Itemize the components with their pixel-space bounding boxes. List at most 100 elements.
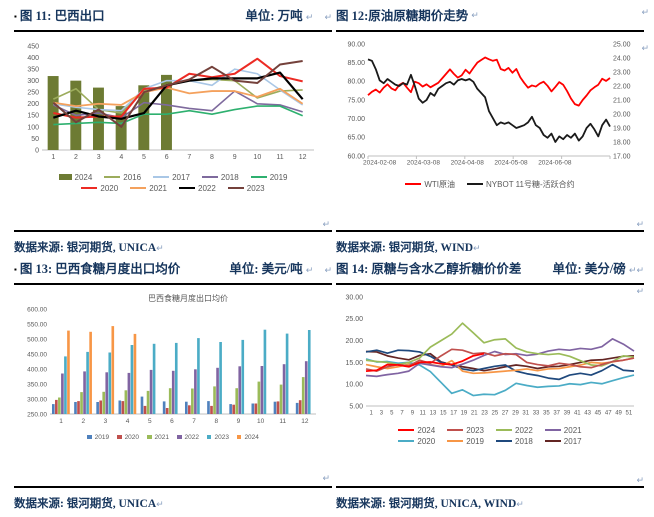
legend-item: 2024 <box>398 426 435 435</box>
figure-12-title: 图 12:原油原糖期价走势 <box>336 9 469 23</box>
chart-legend-row: WTI原油 NYBOT 11号糖-活跃合约 <box>336 179 644 190</box>
legend-item: 2024 <box>236 434 259 441</box>
chart-legend-row: 2024 2023 2022 2021 <box>336 426 644 435</box>
svg-text:600.00: 600.00 <box>27 306 47 313</box>
svg-text:550.00: 550.00 <box>27 321 47 328</box>
paragraph-mark: ↵ <box>156 244 164 254</box>
paragraph-mark: ↵ <box>641 44 649 54</box>
svg-text:1: 1 <box>59 418 63 425</box>
svg-text:2024-05-08: 2024-05-08 <box>494 159 528 166</box>
svg-text:25: 25 <box>492 410 499 416</box>
svg-text:24.00: 24.00 <box>613 55 631 62</box>
legend-item: 2021 <box>147 434 169 441</box>
legend-swatch-icon <box>467 182 484 186</box>
svg-text:1: 1 <box>51 154 55 161</box>
svg-text:20.00: 20.00 <box>613 111 631 118</box>
legend-swatch-icon <box>179 186 195 190</box>
paragraph-mark: ↵ <box>322 474 330 484</box>
svg-text:300.00: 300.00 <box>27 396 47 403</box>
svg-text:17.00: 17.00 <box>613 153 631 160</box>
paragraph-mark: ↵ <box>636 476 644 486</box>
svg-text:150: 150 <box>27 112 39 119</box>
svg-text:49: 49 <box>615 410 622 416</box>
svg-text:0: 0 <box>35 147 39 154</box>
paragraph-mark: ↵ <box>322 220 330 230</box>
crude-oil-raw-sugar-chart: 60.00 65.00 70.00 75.00 80.00 85.00 90.00 17.00… <box>347 41 631 166</box>
svg-text:21.00: 21.00 <box>613 97 631 104</box>
brazil-sugar-monthly-export-price-chart: 250.00 300.00 350.00 400.00 450.00 500.00 550.… <box>27 306 316 425</box>
legend-swatch-icon <box>87 434 92 440</box>
legend-item: WTI原油 <box>405 179 455 190</box>
source-text: 数据来源: 银河期货, UNICA, WIND <box>336 498 517 510</box>
svg-text:5: 5 <box>390 410 394 416</box>
chart-legend-row: 2020 2019 2018 2017 <box>336 437 644 446</box>
legend-swatch-icon <box>147 434 152 440</box>
legend-item: 2021 <box>130 184 167 193</box>
svg-text:4: 4 <box>119 154 123 161</box>
source-text: 数据来源: 银河期货, WIND <box>336 242 474 254</box>
svg-text:29: 29 <box>512 410 519 416</box>
legend-swatch-icon <box>405 182 422 186</box>
paragraph-mark: ↵ <box>636 286 644 297</box>
svg-text:250.00: 250.00 <box>27 411 47 418</box>
sugar-export-price-chart: 巴西食糖月度出口均价 ↵ 250.00 300.00 350.00 400.00 450… <box>14 285 332 486</box>
svg-text:50: 50 <box>31 135 39 142</box>
svg-text:400: 400 <box>27 55 39 62</box>
svg-text:6: 6 <box>170 418 174 425</box>
legend-swatch-icon <box>201 175 218 179</box>
legend-swatch-icon <box>447 439 464 443</box>
brazil-export-chart: ↵ 0 50 100 150 200 250 300 350 400 450 1 2 3 4 5 6 7 8 9 10… <box>14 32 332 230</box>
svg-text:2: 2 <box>81 418 85 425</box>
legend-swatch-icon <box>130 186 147 190</box>
svg-text:18.00: 18.00 <box>613 139 631 146</box>
legend-swatch-icon <box>236 434 242 440</box>
svg-text:100: 100 <box>27 124 39 131</box>
legend-swatch-icon <box>177 434 182 440</box>
svg-text:45: 45 <box>595 410 602 416</box>
svg-text:41: 41 <box>574 410 581 416</box>
figure-11-panel: ▪ 图 11: 巴西出口 单位: 万吨 ↵ ↵ ↵ 0 50 100 150 200 25… <box>14 6 332 255</box>
svg-text:23: 23 <box>481 410 488 416</box>
legend-swatch-icon <box>104 175 121 179</box>
svg-text:47: 47 <box>605 410 612 416</box>
legend-item: NYBOT 11号糖-活跃合约 <box>467 179 575 190</box>
legend-swatch-icon <box>81 186 98 190</box>
svg-text:15: 15 <box>440 410 447 416</box>
square-bullet-icon: ▪ <box>14 11 17 21</box>
svg-text:39: 39 <box>564 410 571 416</box>
sugar-ethanol-spread-chart: ↵ ↵ 5.00 10.00 15.00 20.00 25.00 30.00 1 3 5 7 9 11… <box>336 285 644 486</box>
svg-text:8: 8 <box>214 418 218 425</box>
paragraph-mark: ↵ <box>471 11 479 22</box>
legend-swatch-icon <box>447 428 464 432</box>
svg-text:10: 10 <box>253 154 261 161</box>
figure-14-title: 图 14: 原糖与含水乙醇折糖价价差 <box>336 262 522 276</box>
svg-text:15.00: 15.00 <box>345 359 363 366</box>
svg-text:8: 8 <box>210 154 214 161</box>
chart-title: 巴西食糖月度出口均价 <box>148 293 228 303</box>
svg-text:19.00: 19.00 <box>613 125 631 132</box>
legend-swatch-icon <box>496 439 512 443</box>
svg-text:27: 27 <box>502 410 509 416</box>
svg-text:2: 2 <box>74 154 78 161</box>
svg-text:9: 9 <box>237 418 241 425</box>
figure-14-unit: 单位: 美分/磅 <box>552 262 626 276</box>
paragraph-mark: ↵ <box>305 266 314 276</box>
legend-item: 2019 <box>87 434 109 441</box>
legend-swatch-icon <box>153 175 170 179</box>
svg-text:5: 5 <box>148 418 152 425</box>
svg-text:11: 11 <box>279 418 286 425</box>
legend-item: 2023 <box>206 434 229 441</box>
paragraph-mark: ↵ <box>636 220 644 230</box>
svg-text:65.00: 65.00 <box>347 134 365 141</box>
svg-text:10: 10 <box>257 418 265 425</box>
svg-text:37: 37 <box>553 410 560 416</box>
svg-text:90.00: 90.00 <box>347 41 365 48</box>
legend-item: 2024 <box>58 173 92 182</box>
figure-13-header: ▪ 图 13: 巴西食糖月度出口均价 单位: 美元/吨 ↵ ↵ <box>14 259 332 285</box>
svg-text:9: 9 <box>411 410 415 416</box>
paragraph-mark: ↵ <box>156 500 164 510</box>
svg-text:85.00: 85.00 <box>347 60 365 67</box>
legend-item: 2017 <box>153 173 190 182</box>
